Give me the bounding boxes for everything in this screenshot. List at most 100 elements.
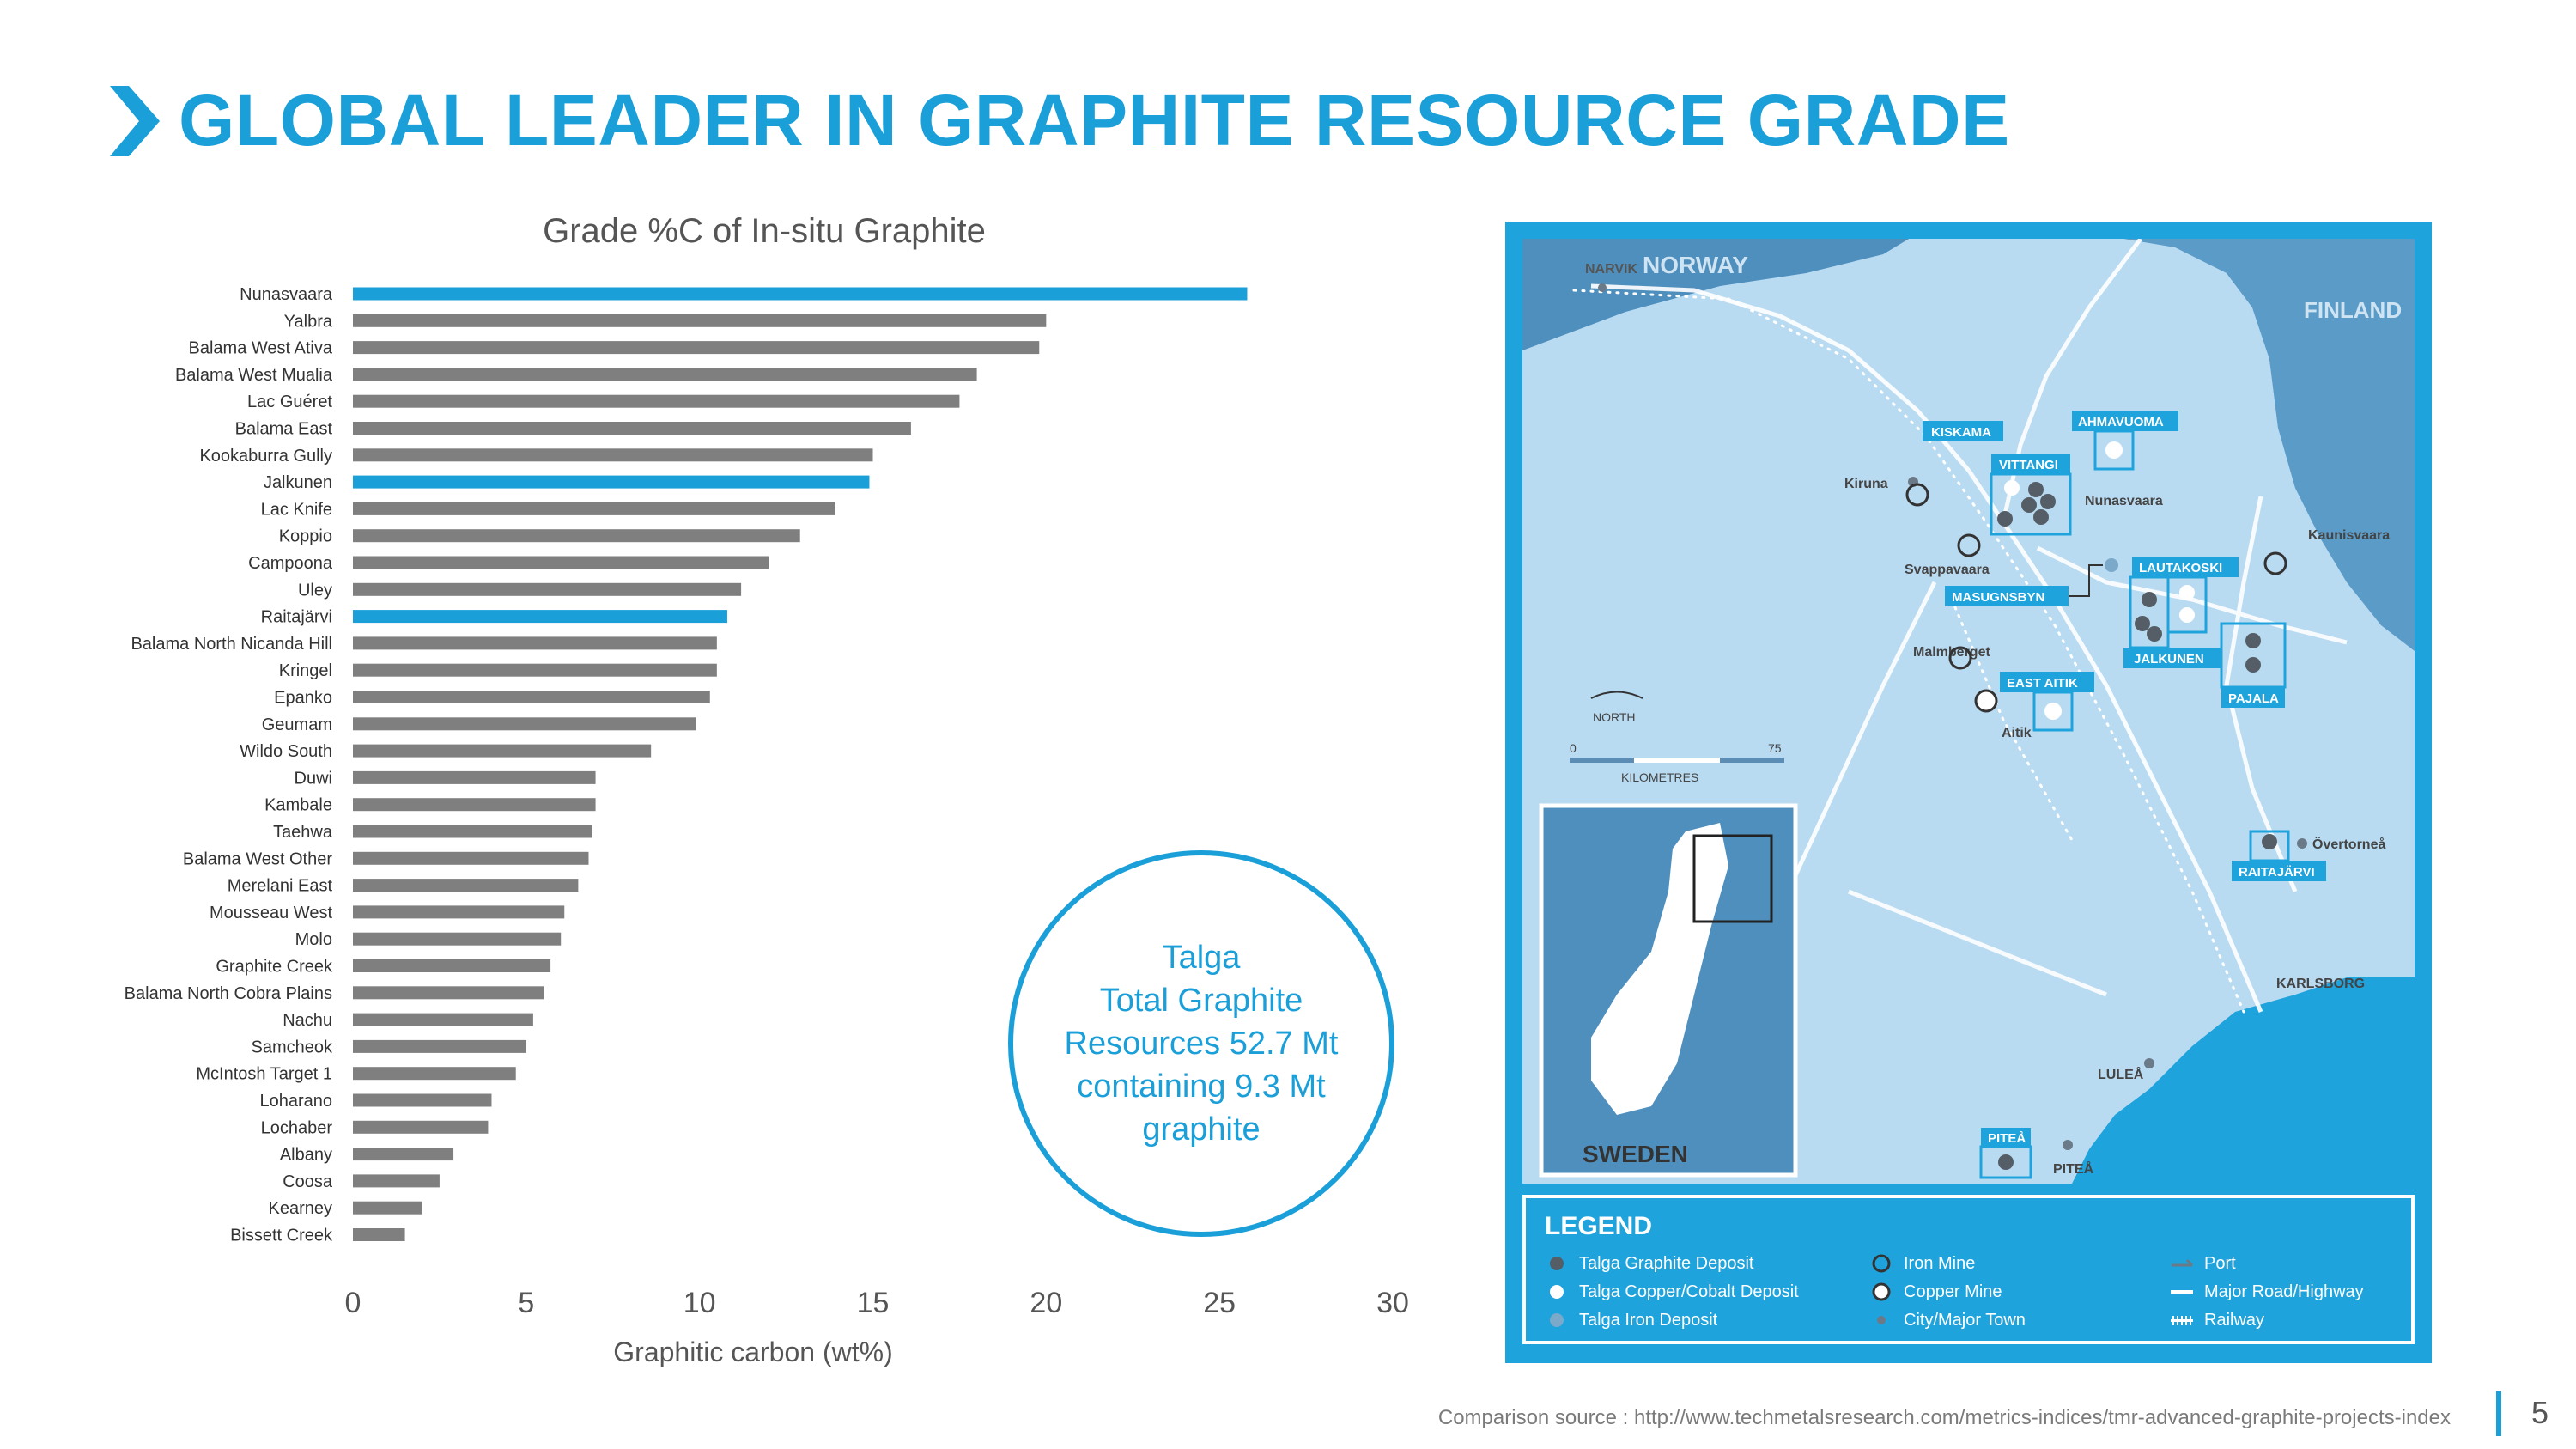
town-marker (2144, 1058, 2154, 1068)
x-tick-label: 25 (1203, 1287, 1236, 1319)
project-kiskama: KISKAMA (1923, 421, 2003, 441)
bar (353, 1201, 422, 1215)
bar (353, 422, 911, 435)
category-label: Taehwa (273, 823, 333, 842)
bar (353, 1120, 489, 1134)
x-tick-label: 5 (518, 1287, 534, 1319)
bar (353, 1067, 516, 1081)
map-canvas: NORWAY FINLAND NARVIK Kiruna Svappavaara… (1522, 239, 2415, 1184)
norway-land (1522, 239, 1909, 350)
town-svappavaara: Svappavaara (1905, 563, 1990, 577)
chart-title: Grade %C of In-situ Graphite (543, 212, 986, 250)
svg-text:JALKUNEN: JALKUNEN (2134, 652, 2204, 667)
bar (353, 1174, 440, 1188)
bar (353, 475, 870, 489)
legend-item: Port (2170, 1253, 2236, 1274)
legend-item: Talga Graphite Deposit (1545, 1253, 1753, 1274)
town-narvik: NARVIK (1585, 262, 1637, 277)
category-label: Lac Knife (261, 500, 332, 519)
bar (353, 341, 1040, 355)
bar (353, 636, 717, 650)
bar (353, 314, 1047, 327)
legend-item: Major Road/Highway (2170, 1282, 2364, 1302)
legend-item: Talga Iron Deposit (1545, 1310, 1717, 1330)
page-title: GLOBAL LEADER IN GRAPHITE RESOURCE GRADE (179, 80, 2010, 161)
title-block: GLOBAL LEADER IN GRAPHITE RESOURCE GRADE (103, 79, 2010, 162)
category-label: Balama West Other (183, 849, 332, 868)
project-lautakoski: LAUTAKOSKI (2132, 557, 2239, 634)
copper-cobalt-deposit-icon (1550, 1285, 1564, 1299)
category-label: Mousseau West (210, 904, 332, 922)
town-aitik: Aitik (2002, 726, 2032, 740)
category-label: Lac Guéret (247, 393, 332, 411)
legend-title: LEGEND (1545, 1212, 1653, 1240)
project-vittangi: VITTANGI (1990, 454, 2072, 536)
graphite-deposit-icon (1550, 1257, 1564, 1270)
category-label: Koppio (279, 527, 332, 546)
resource-callout: Talga Total Graphite Resources 52.7 Mt c… (1008, 850, 1394, 1237)
project-jalkunen: JALKUNEN (2123, 575, 2221, 668)
svg-text:EAST AITIK: EAST AITIK (2007, 676, 2078, 691)
category-label: Nachu (283, 1011, 332, 1030)
svg-text:PAJALA: PAJALA (2228, 691, 2279, 706)
iron-mine-icon (1872, 1254, 1891, 1273)
country-label-finland: FINLAND (2304, 297, 2402, 323)
category-label: Balama North Nicanda Hill (131, 635, 332, 654)
page-number-bar (2496, 1391, 2501, 1436)
bar (353, 879, 579, 892)
svg-text:75: 75 (1768, 741, 1782, 755)
bar (353, 448, 873, 462)
bar (353, 368, 977, 381)
scale-bar: NORTH 0 75 KILOMETRES (1570, 691, 1784, 784)
svg-text:MASUGNSBYN: MASUGNSBYN (1952, 590, 2044, 605)
svg-text:RAITAJÄRVI: RAITAJÄRVI (2239, 865, 2315, 880)
bar (353, 556, 769, 569)
port-icon (2172, 1258, 2194, 1267)
project-raitajarvi: RAITAJÄRVI (2232, 830, 2326, 881)
category-label: Kringel (279, 661, 332, 680)
bar (353, 986, 544, 1000)
town-pitea: PITEÅ (2053, 1160, 2094, 1177)
legend-item: City/Major Town (1869, 1310, 2026, 1330)
category-label: Albany (280, 1146, 332, 1165)
category-label: Nunasvaara (240, 285, 333, 304)
copper-mine-icon (1872, 1282, 1891, 1301)
svg-text:LAUTAKOSKI: LAUTAKOSKI (2139, 561, 2222, 575)
category-label: Epanko (274, 689, 332, 708)
category-label: Campoona (248, 554, 333, 573)
bar-chart: Grade %C of In-situ Graphite Nunasvaara Ya… (125, 212, 1409, 1367)
category-label: Balama North Cobra Plains (125, 984, 332, 1003)
x-tick-label: 10 (683, 1287, 716, 1319)
project-pitea: PITEÅ (1979, 1128, 2032, 1179)
iron-mine-icon (1957, 533, 1981, 557)
town-kaunisvaara: Kaunisvaara (2308, 528, 2390, 543)
category-label: Jalkunen (264, 473, 332, 492)
sea (2072, 977, 2415, 1184)
bar (353, 1148, 454, 1161)
bar (353, 932, 562, 946)
bar (353, 825, 592, 838)
legend-item: Iron Mine (1869, 1253, 1975, 1274)
category-label: Graphite Creek (216, 958, 333, 977)
chevron-right-icon (110, 85, 160, 156)
x-axis-label: Graphitic carbon (wt%) (613, 1336, 892, 1367)
callout-line: Total Graphite (1099, 983, 1303, 1019)
road-icon (2171, 1290, 2193, 1294)
legend-item: Talga Copper/Cobalt Deposit (1545, 1282, 1799, 1302)
town-icon (1877, 1316, 1886, 1324)
svg-text:KILOMETRES: KILOMETRES (1621, 770, 1698, 784)
svg-text:KISKAMA: KISKAMA (1931, 425, 1991, 440)
town-kiruna: Kiruna (1844, 477, 1888, 491)
project-masugnsbyn: MASUGNSBYN (1945, 558, 2118, 606)
callout-line: Resources 52.7 Mt (1064, 1026, 1339, 1062)
town-lulea: LULEÅ (2098, 1066, 2144, 1082)
category-label: McIntosh Target 1 (196, 1065, 332, 1084)
country-label-norway: NORWAY (1643, 252, 1748, 278)
iron-mine-icon (1948, 646, 1972, 670)
finland-land (2227, 239, 2415, 651)
railway-icon (2171, 1316, 2193, 1325)
category-label: Kearney (269, 1199, 333, 1218)
bar (353, 798, 596, 812)
bar (353, 744, 652, 758)
project-east-aitik: EAST AITIK (2000, 672, 2094, 732)
